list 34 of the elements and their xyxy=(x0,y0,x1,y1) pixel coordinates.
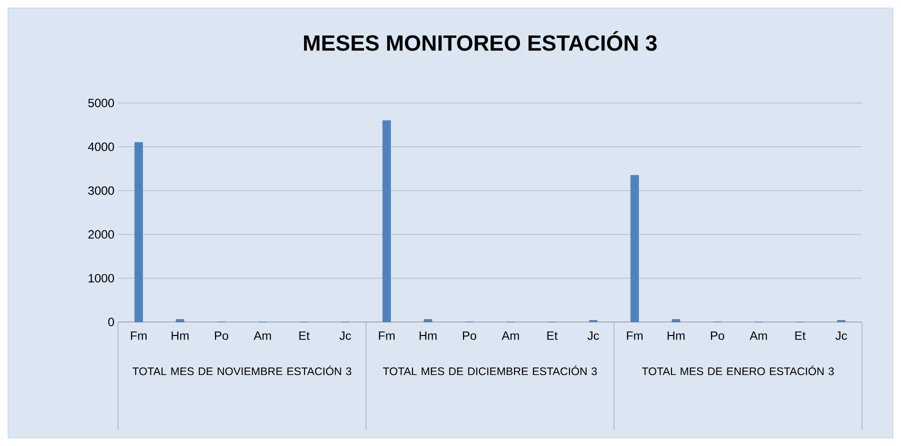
x-tick-label: Et xyxy=(795,332,806,340)
y-tick-label: 1000 xyxy=(88,274,114,282)
bar xyxy=(176,319,184,322)
x-tick-label: Am xyxy=(750,332,767,340)
x-tick-label: Po xyxy=(214,332,228,340)
x-tick-label: Fm xyxy=(131,332,147,340)
bar xyxy=(424,319,432,322)
x-tick-label: Am xyxy=(254,332,271,340)
y-tick-label: 0 xyxy=(108,318,114,326)
bar xyxy=(672,319,680,322)
text: TOTAL MES DE NOVIEMBRE ESTACIÓN 3 xyxy=(132,366,352,376)
x-tick-label: Po xyxy=(462,332,476,340)
x-tick-label: Hm xyxy=(420,332,437,340)
chart-title: MESES MONITOREO ESTACIÓN 3 xyxy=(304,31,657,51)
x-tick-label: Jc xyxy=(340,332,352,340)
x-tick-label: Hm xyxy=(668,332,685,340)
x-tick-label: Et xyxy=(547,332,558,340)
bar xyxy=(134,142,143,322)
text: TOTAL MES DE DICIEMBRE ESTACIÓN 3 xyxy=(382,366,597,376)
x-tick-label: Et xyxy=(299,332,310,340)
x-tick-label: Jc xyxy=(588,332,600,340)
y-tick-label: 3000 xyxy=(88,186,114,195)
x-tick-label: Hm xyxy=(172,332,189,340)
y-tick-label: 4000 xyxy=(88,142,114,152)
text: TOTAL MES DE ENERO ESTACIÓN 3 xyxy=(642,366,834,376)
bar xyxy=(630,175,639,322)
x-tick-label: Fm xyxy=(626,332,643,340)
x-tick-label: Am xyxy=(502,332,519,340)
y-tick-label: 2000 xyxy=(88,230,114,239)
x-tick-label: Po xyxy=(710,332,724,340)
x-tick-label: Jc xyxy=(836,332,848,340)
bar xyxy=(382,120,391,322)
x-tick-label: Fm xyxy=(379,332,395,340)
y-tick-label: 5000 xyxy=(88,98,114,108)
